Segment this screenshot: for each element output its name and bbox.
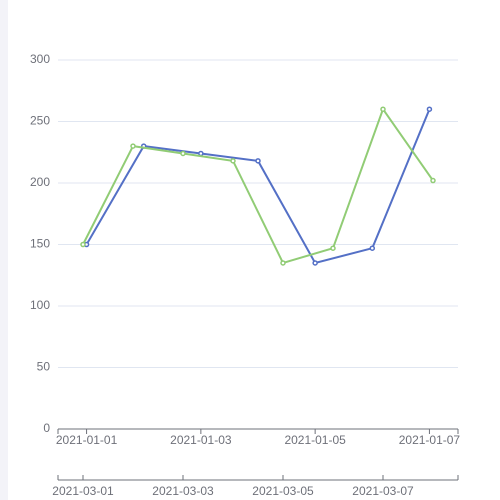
y-tick-label: 250 <box>30 114 50 128</box>
data-point <box>230 158 236 164</box>
data-point <box>380 106 386 112</box>
data-point <box>330 245 336 251</box>
x-tick-label: 2021-01-07 <box>399 433 461 447</box>
y-tick-label: 150 <box>30 237 50 251</box>
series-line <box>82 107 434 265</box>
x-tick-label: 2021-01-05 <box>284 433 346 447</box>
x-tick-label: 2021-03-07 <box>352 484 414 498</box>
data-point <box>430 177 436 184</box>
data-point <box>198 150 204 157</box>
y-tick-label: 100 <box>30 298 50 312</box>
data-point <box>280 260 286 266</box>
data-point <box>426 106 433 112</box>
x-tick-label: 2021-01-03 <box>170 433 232 447</box>
y-tick-label: 50 <box>37 360 51 374</box>
y-tick-label: 200 <box>30 175 50 189</box>
x-tick-label: 2021-03-03 <box>152 484 214 498</box>
side-strip <box>0 0 8 500</box>
data-point <box>312 260 318 266</box>
data-point <box>255 158 261 164</box>
x-tick-label: 2021-03-05 <box>252 484 314 498</box>
data-point <box>130 143 136 149</box>
x-tick-label: 2021-03-01 <box>52 484 114 498</box>
series-line <box>85 108 431 265</box>
data-point <box>80 241 86 248</box>
data-point <box>180 150 186 157</box>
y-tick-label: 0 <box>43 421 50 435</box>
y-tick-label: 300 <box>30 52 50 66</box>
x-tick-label: 2021-01-01 <box>56 433 118 447</box>
data-point <box>369 245 376 251</box>
